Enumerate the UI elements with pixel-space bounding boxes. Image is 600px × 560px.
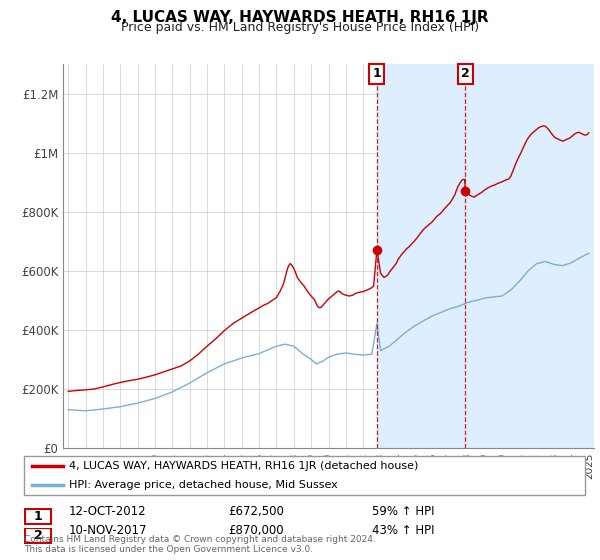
Bar (377, 64, 465, 448)
Text: 10-NOV-2017: 10-NOV-2017 (69, 524, 148, 538)
FancyBboxPatch shape (25, 510, 52, 524)
Text: 4, LUCAS WAY, HAYWARDS HEATH, RH16 1JR (detached house): 4, LUCAS WAY, HAYWARDS HEATH, RH16 1JR (… (69, 461, 418, 471)
Text: 4, LUCAS WAY, HAYWARDS HEATH, RH16 1JR: 4, LUCAS WAY, HAYWARDS HEATH, RH16 1JR (111, 10, 489, 25)
Text: 59% ↑ HPI: 59% ↑ HPI (372, 505, 434, 519)
Text: HPI: Average price, detached house, Mid Sussex: HPI: Average price, detached house, Mid … (69, 480, 338, 489)
FancyBboxPatch shape (25, 529, 52, 543)
Text: Contains HM Land Registry data © Crown copyright and database right 2024.
This d: Contains HM Land Registry data © Crown c… (24, 535, 376, 554)
Text: 2: 2 (34, 529, 43, 543)
Text: 1: 1 (373, 68, 381, 81)
FancyBboxPatch shape (24, 456, 585, 495)
Text: £672,500: £672,500 (228, 505, 284, 519)
Text: Price paid vs. HM Land Registry's House Price Index (HPI): Price paid vs. HM Land Registry's House … (121, 21, 479, 34)
Text: £870,000: £870,000 (228, 524, 284, 538)
Text: 43% ↑ HPI: 43% ↑ HPI (372, 524, 434, 538)
Text: 12-OCT-2012: 12-OCT-2012 (69, 505, 146, 519)
Bar (465, 64, 594, 448)
Text: 1: 1 (34, 510, 43, 524)
Text: 2: 2 (461, 68, 470, 81)
